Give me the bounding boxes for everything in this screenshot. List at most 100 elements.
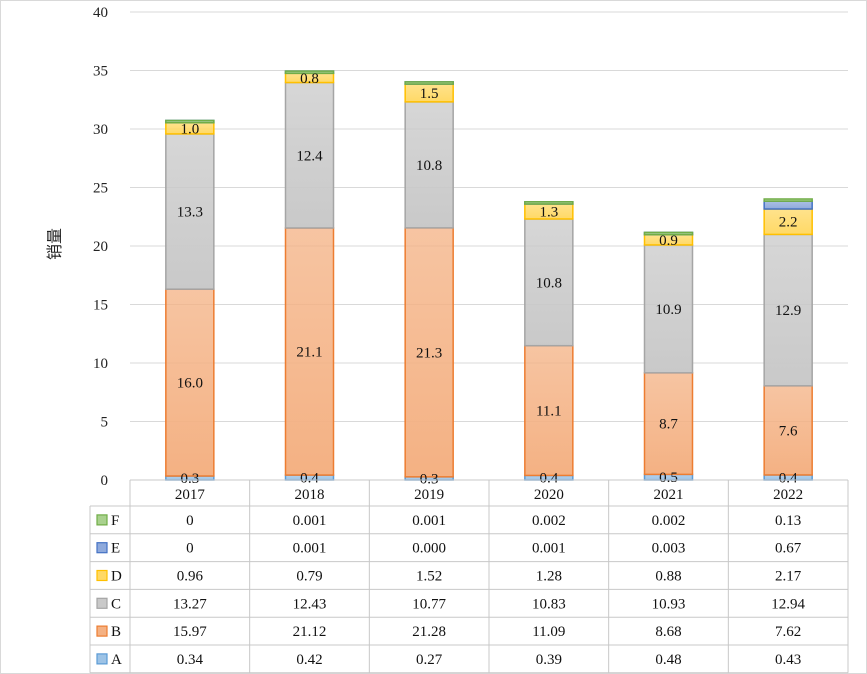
legend-key-E (96, 542, 108, 554)
y-tick-label: 25 (93, 181, 108, 197)
bar-segment-D-2022 (763, 208, 813, 236)
table-cell: 13.27 (173, 596, 207, 612)
legend-key-F (96, 514, 108, 526)
table-cell: 0.002 (532, 513, 566, 529)
table-cell: 0.79 (296, 569, 322, 585)
table-cell: 0.67 (775, 541, 802, 557)
x-tick-label: 2017 (175, 487, 206, 503)
bar-segment-F-2018 (284, 70, 335, 75)
data-label-B-2017: 16.0 (177, 376, 203, 392)
table-cell: 0.001 (293, 513, 327, 529)
x-tick-label: 2021 (654, 487, 684, 503)
table-cell: 21.12 (293, 624, 327, 640)
data-label-C-2019: 10.8 (416, 158, 442, 174)
legend-key-B (96, 625, 108, 637)
legend-label-C: C (111, 596, 121, 612)
table-cell: 12.43 (293, 596, 327, 612)
bar-segment-F-2021 (643, 231, 694, 236)
data-label-A-2022: 0.4 (779, 470, 798, 486)
bar-segment-B-2022 (763, 385, 813, 476)
table-cell: 0.13 (775, 513, 801, 529)
table-cell: 0.000 (412, 541, 446, 557)
data-label-C-2022: 12.9 (775, 303, 801, 319)
table-cell: 10.83 (532, 596, 566, 612)
data-label-D-2021: 0.9 (659, 233, 678, 249)
legend-key-C (96, 597, 108, 609)
bar-segment-C-2017 (165, 133, 215, 290)
x-tick-label: 2019 (414, 487, 444, 503)
table-cell: 0.96 (177, 569, 204, 585)
x-tick-label: 2022 (773, 487, 803, 503)
data-label-D-2019: 1.5 (420, 86, 439, 102)
table-cell: 1.52 (416, 569, 442, 585)
data-label-C-2018: 12.4 (296, 148, 323, 164)
table-cell: 10.93 (652, 596, 686, 612)
legend-label-D: D (111, 569, 122, 585)
table-cell: 21.28 (412, 624, 446, 640)
data-label-B-2019: 21.3 (416, 345, 442, 361)
table-cell: 0.001 (412, 513, 446, 529)
table-cell: 1.28 (536, 569, 562, 585)
table-cell: 0.002 (652, 513, 686, 529)
gridlines (130, 11, 848, 481)
table-cell: 11.09 (532, 624, 565, 640)
y-axis-ticks: 0 5 10 15 20 25 30 35 40 (93, 5, 108, 489)
data-label-C-2020: 10.8 (536, 275, 562, 291)
data-label-C-2017: 13.3 (177, 205, 203, 221)
data-label-B-2022: 7.6 (779, 423, 798, 439)
table-cell: 0.27 (416, 652, 443, 668)
y-tick-label: 35 (93, 64, 108, 80)
bar-segment-B-2020 (524, 344, 574, 477)
bar-segment-B-2019 (404, 227, 454, 478)
data-label-A-2018: 0.4 (300, 471, 319, 487)
bar-segment-B-2021 (643, 372, 694, 476)
table-cell: 8.68 (655, 624, 681, 640)
y-tick-label: 40 (93, 5, 108, 21)
bar-segment-C-2019 (404, 101, 454, 229)
table-cell: 10.77 (412, 596, 446, 612)
data-label-A-2020: 0.4 (539, 471, 558, 487)
legend-key-D (96, 569, 108, 582)
bar-segment-C-2018 (284, 81, 335, 229)
y-tick-label: 30 (93, 122, 108, 138)
legend-label-F: F (111, 513, 119, 529)
data-label-D-2020: 1.3 (539, 204, 558, 220)
table-cell: 0.001 (293, 541, 327, 557)
legend-label-E: E (111, 541, 120, 557)
bar-segment-B-2017 (165, 288, 215, 477)
y-tick-label: 10 (93, 356, 108, 372)
data-label-B-2018: 21.1 (296, 345, 322, 361)
data-label-D-2017: 1.0 (180, 121, 199, 137)
data-label-C-2021: 10.9 (655, 302, 681, 318)
table-cell: 7.62 (775, 624, 801, 640)
table-cell: 0 (186, 513, 194, 529)
bar-segment-C-2021 (643, 244, 694, 374)
bar-segment-B-2018 (284, 227, 335, 476)
table-cell: 0.39 (536, 652, 562, 668)
bar-segment-F-2022 (763, 198, 813, 202)
bar-segment-F-2019 (404, 81, 454, 85)
data-label-D-2018: 0.8 (300, 71, 319, 87)
bar-segment-C-2022 (763, 233, 813, 387)
table-cell: 2.17 (775, 569, 802, 585)
table-cell: 12.94 (771, 596, 805, 612)
y-tick-label: 15 (93, 298, 108, 314)
table-cell: 0.34 (177, 652, 204, 668)
bars (165, 70, 813, 481)
bar-segment-F-2017 (165, 119, 215, 124)
data-label-A-2021: 0.5 (659, 470, 678, 486)
x-tick-label: 2020 (534, 487, 564, 503)
data-label-B-2021: 8.7 (659, 417, 678, 433)
table-cell: 0.43 (775, 652, 801, 668)
table-cell: 0 (186, 541, 194, 557)
data-table: 2017 2018 2019 2020 2021 2022 F 0 0.001 0.001 0.00… (89, 479, 849, 674)
y-tick-label: 5 (101, 415, 109, 431)
y-tick-label: 20 (93, 239, 108, 255)
data-label-B-2020: 11.1 (536, 404, 562, 420)
bar-segment-C-2020 (524, 218, 574, 347)
table-cell: 0.42 (296, 652, 322, 668)
legend-label-B: B (111, 624, 121, 640)
x-tick-label: 2018 (295, 487, 325, 503)
bar-data-labels: 0.3 16.0 13.3 1.0 0.4 21.1 12.4 0.8 0.3 21.3 10.8 1… (177, 71, 802, 487)
